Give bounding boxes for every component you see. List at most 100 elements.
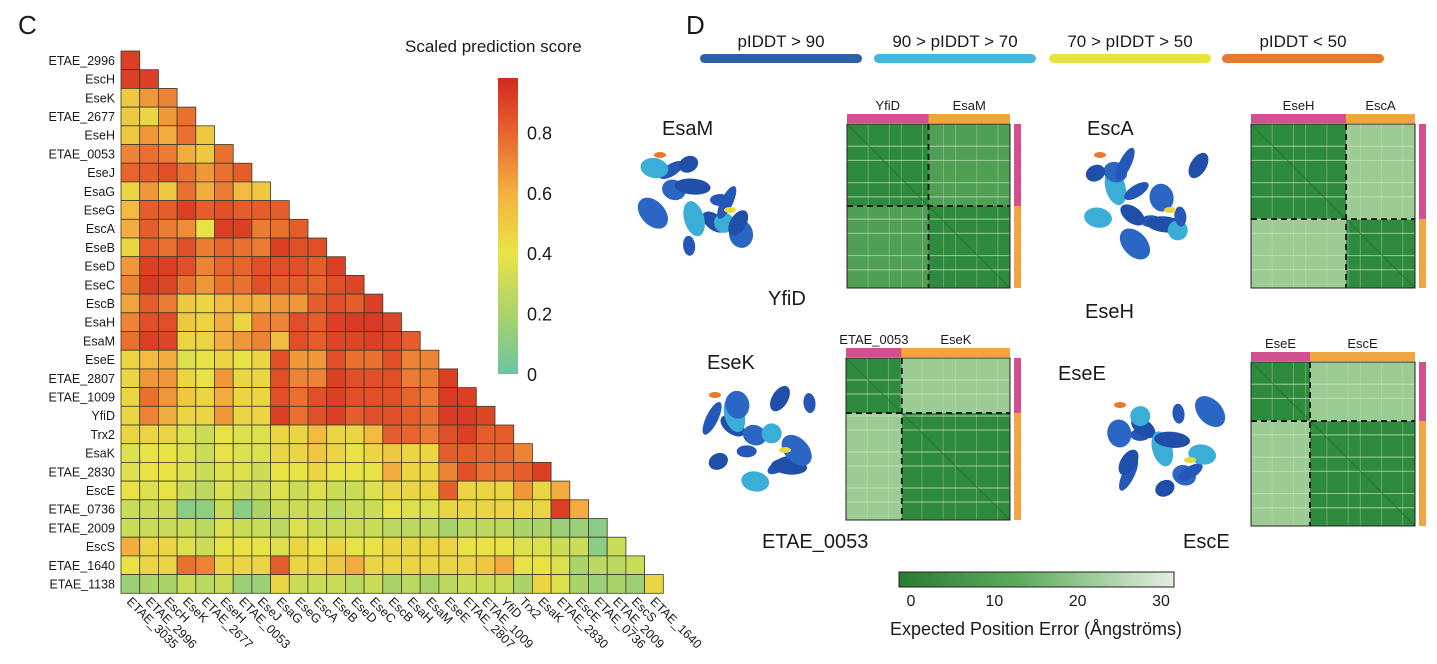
heatmap-cell bbox=[251, 499, 271, 519]
protein-label-bottom: YfiD bbox=[768, 288, 806, 310]
row-label: ETAE_1009 bbox=[49, 390, 116, 404]
heatmap-cell bbox=[382, 443, 402, 463]
heatmap-cell bbox=[326, 368, 346, 388]
heatmap-cell bbox=[176, 181, 197, 201]
heatmap-cell bbox=[419, 574, 440, 594]
heatmap-cell bbox=[214, 518, 234, 538]
heatmap-cell bbox=[120, 200, 141, 220]
heatmap-cell bbox=[232, 368, 253, 388]
heatmap-cell bbox=[120, 499, 141, 519]
heatmap-cell bbox=[401, 405, 421, 426]
heatmap-cell bbox=[288, 237, 309, 258]
heatmap-cell bbox=[176, 349, 197, 370]
heatmap-cell bbox=[176, 200, 197, 220]
complex-panels: EsaM YfiD YfiD EsaM EscA EseH EseH EscA EseK ETAE… bbox=[637, 98, 1426, 553]
heatmap-cell bbox=[214, 574, 234, 594]
heatmap-cell bbox=[494, 424, 515, 445]
heatmap-cell bbox=[382, 349, 402, 370]
heatmap-cell bbox=[120, 405, 141, 426]
heatmap-cell bbox=[382, 499, 402, 519]
heatmap-cell bbox=[401, 368, 421, 388]
heatmap-cell bbox=[270, 536, 290, 557]
heatmap-cell bbox=[214, 274, 234, 295]
colorbar-tick-label: 0 bbox=[527, 365, 537, 385]
heatmap-cell bbox=[232, 480, 253, 501]
heatmap-cell bbox=[214, 499, 234, 519]
heatmap-cell bbox=[270, 312, 290, 332]
chain-a-side-bar bbox=[1419, 124, 1426, 220]
heatmap-cell bbox=[307, 312, 328, 332]
heatmap-cell bbox=[120, 274, 141, 295]
heatmap-cell bbox=[139, 181, 159, 201]
helix-ribbon bbox=[728, 210, 749, 236]
heatmap-cell bbox=[457, 480, 477, 501]
pae-matrix-frame bbox=[846, 123, 1011, 289]
heatmap-cell bbox=[139, 293, 159, 314]
heatmap-cell bbox=[157, 387, 178, 407]
heatmap-cell bbox=[157, 125, 178, 145]
chain-b-bar bbox=[1346, 114, 1415, 123]
heatmap-cell bbox=[251, 368, 271, 388]
heatmap-cell bbox=[176, 368, 197, 388]
heatmap-cell bbox=[120, 256, 141, 276]
heatmap-cell bbox=[532, 480, 552, 501]
pae-block bbox=[847, 206, 929, 288]
heatmap-cell bbox=[251, 218, 271, 239]
row-label: ETAE_0053 bbox=[49, 147, 116, 161]
heatmap-cell bbox=[326, 443, 346, 463]
heatmap-cell bbox=[251, 443, 271, 463]
score-colorbar: Scaled prediction score 0 0.2 0.4 0.6 0.8 bbox=[405, 37, 582, 385]
heatmap-cell bbox=[606, 555, 627, 576]
heatmap-cell bbox=[513, 518, 533, 538]
helix-ribbon bbox=[1174, 206, 1187, 227]
heatmap-cell bbox=[251, 536, 271, 557]
heatmap-cell bbox=[326, 536, 346, 557]
heatmap-cell bbox=[120, 443, 141, 463]
row-label: EsaM bbox=[83, 334, 115, 348]
heatmap-cell bbox=[214, 349, 234, 370]
heatmap-cell bbox=[288, 387, 309, 407]
heatmap-cell bbox=[363, 387, 384, 407]
heatmap-cell bbox=[438, 574, 458, 594]
heatmap-cell bbox=[344, 574, 365, 594]
heatmap-cell bbox=[176, 256, 197, 276]
row-label: ETAE_1138 bbox=[49, 577, 115, 591]
heatmap-cell bbox=[195, 536, 215, 557]
heatmap-cell bbox=[382, 518, 402, 538]
heatmap-cell bbox=[494, 555, 515, 576]
heatmap-cell bbox=[307, 555, 328, 576]
heatmap-cell bbox=[288, 218, 309, 239]
heatmap-cell bbox=[157, 555, 178, 576]
heatmap-cell bbox=[195, 237, 215, 258]
helix-ribbon bbox=[1188, 444, 1217, 465]
heatmap-cell bbox=[120, 237, 141, 258]
heatmap-cell bbox=[157, 274, 178, 295]
heatmap-cell bbox=[251, 461, 271, 482]
heatmap-cell bbox=[270, 331, 290, 351]
heatmap-cell bbox=[251, 518, 271, 538]
heatmap-cell bbox=[270, 387, 290, 407]
helix-ribbon bbox=[1178, 463, 1203, 482]
heatmap-cell bbox=[382, 536, 402, 557]
heatmap-cell bbox=[176, 237, 197, 258]
heatmap-cell bbox=[157, 536, 178, 557]
chain-b-side-bar bbox=[1014, 206, 1021, 288]
heatmap-cell bbox=[139, 88, 159, 108]
heatmap-cell bbox=[214, 387, 234, 407]
heatmap-cell bbox=[270, 218, 290, 239]
heatmap-cell bbox=[532, 461, 552, 482]
complex-panel: EsaM YfiD YfiD EsaM bbox=[637, 98, 1021, 310]
heatmap-cell bbox=[363, 424, 384, 445]
protein-label-top: EscA bbox=[1087, 118, 1134, 140]
heatmap-cell bbox=[120, 106, 141, 127]
heatmap-cell bbox=[195, 518, 215, 538]
helix-ribbon bbox=[1107, 419, 1132, 448]
heatmap-cell bbox=[363, 499, 384, 519]
legend-label: pIDDT < 50 bbox=[1259, 32, 1346, 51]
heatmap-cell bbox=[232, 499, 253, 519]
row-label: EscA bbox=[86, 222, 116, 236]
heatmap-cell bbox=[176, 574, 197, 594]
heatmap-cell bbox=[120, 424, 141, 445]
row-label: EseK bbox=[85, 91, 116, 105]
chain-a-bar bbox=[846, 348, 902, 357]
